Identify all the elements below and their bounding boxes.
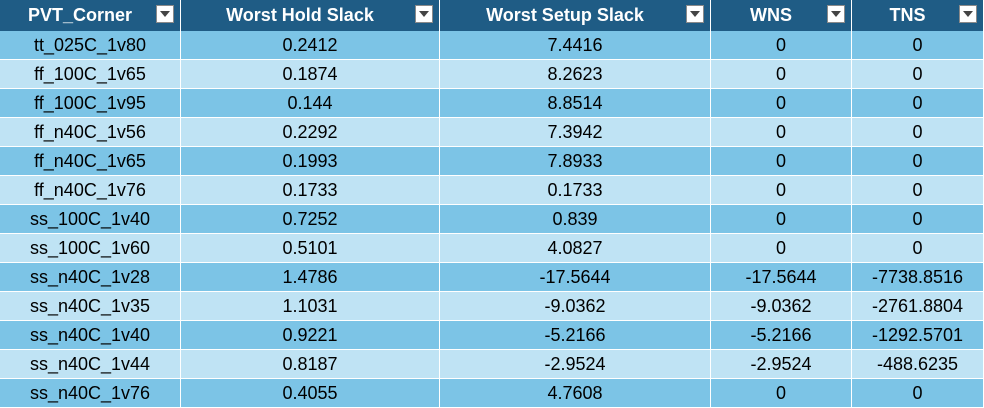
cell-worst-setup-slack[interactable]: 8.8514	[440, 89, 711, 118]
filter-dropdown-icon[interactable]	[415, 5, 433, 23]
cell-pvt-corner[interactable]: tt_025C_1v80	[0, 31, 181, 60]
cell-pvt-corner[interactable]: ff_n40C_1v65	[0, 147, 181, 176]
cell-worst-setup-slack[interactable]: -9.0362	[440, 292, 711, 321]
cell-tns[interactable]: -488.6235	[852, 350, 984, 379]
cell-pvt-corner[interactable]: ff_n40C_1v56	[0, 118, 181, 147]
cell-worst-hold-slack[interactable]: 0.1993	[181, 147, 440, 176]
cell-tns[interactable]: 0	[852, 176, 984, 205]
cell-tns[interactable]: -1292.5701	[852, 321, 984, 350]
cell-tns[interactable]: 0	[852, 234, 984, 263]
cell-wns[interactable]: -5.2166	[711, 321, 852, 350]
cell-wns[interactable]: 0	[711, 89, 852, 118]
cell-pvt-corner[interactable]: ss_n40C_1v40	[0, 321, 181, 350]
cell-wns[interactable]: 0	[711, 118, 852, 147]
cell-tns[interactable]: -7738.8516	[852, 263, 984, 292]
cell-worst-hold-slack[interactable]: 1.1031	[181, 292, 440, 321]
cell-pvt-corner[interactable]: ff_n40C_1v76	[0, 176, 181, 205]
cell-worst-setup-slack[interactable]: -5.2166	[440, 321, 711, 350]
column-header-label: TNS	[889, 5, 926, 25]
cell-wns[interactable]: 0	[711, 31, 852, 60]
filter-dropdown-icon[interactable]	[959, 5, 977, 23]
cell-wns[interactable]: 0	[711, 147, 852, 176]
cell-worst-hold-slack[interactable]: 0.4055	[181, 379, 440, 408]
filter-dropdown-icon[interactable]	[156, 5, 174, 23]
cell-worst-setup-slack[interactable]: 7.3942	[440, 118, 711, 147]
cell-wns[interactable]: 0	[711, 205, 852, 234]
cell-worst-hold-slack[interactable]: 0.5101	[181, 234, 440, 263]
column-header-label: WNS	[750, 5, 792, 25]
cell-worst-setup-slack[interactable]: -2.9524	[440, 350, 711, 379]
cell-pvt-corner[interactable]: ss_n40C_1v44	[0, 350, 181, 379]
cell-worst-setup-slack[interactable]: 0.839	[440, 205, 711, 234]
cell-worst-setup-slack[interactable]: 7.4416	[440, 31, 711, 60]
cell-worst-setup-slack[interactable]: -17.5644	[440, 263, 711, 292]
cell-wns[interactable]: 0	[711, 379, 852, 408]
column-header-label: Worst Hold Slack	[226, 5, 374, 25]
cell-wns[interactable]: 0	[711, 60, 852, 89]
cell-tns[interactable]: -2761.8804	[852, 292, 984, 321]
cell-worst-hold-slack[interactable]: 1.4786	[181, 263, 440, 292]
cell-worst-setup-slack[interactable]: 4.0827	[440, 234, 711, 263]
column-header-label: Worst Setup Slack	[486, 5, 644, 25]
cell-worst-hold-slack[interactable]: 0.2412	[181, 31, 440, 60]
column-header-worst-setup-slack[interactable]: Worst Setup Slack	[440, 0, 711, 31]
cell-worst-setup-slack[interactable]: 0.1733	[440, 176, 711, 205]
cell-pvt-corner[interactable]: ss_100C_1v60	[0, 234, 181, 263]
column-header-tns[interactable]: TNS	[852, 0, 984, 31]
cell-pvt-corner[interactable]: ff_100C_1v65	[0, 60, 181, 89]
cell-wns[interactable]: -17.5644	[711, 263, 852, 292]
cell-tns[interactable]: 0	[852, 147, 984, 176]
cell-wns[interactable]: 0	[711, 176, 852, 205]
cell-pvt-corner[interactable]: ff_100C_1v95	[0, 89, 181, 118]
cell-worst-hold-slack[interactable]: 0.1733	[181, 176, 440, 205]
cell-pvt-corner[interactable]: ss_n40C_1v35	[0, 292, 181, 321]
cell-worst-hold-slack[interactable]: 0.1874	[181, 60, 440, 89]
column-header-label: PVT_Corner	[27, 5, 133, 25]
cell-worst-hold-slack[interactable]: 0.7252	[181, 205, 440, 234]
cell-tns[interactable]: 0	[852, 31, 984, 60]
cell-wns[interactable]: 0	[711, 234, 852, 263]
cell-worst-hold-slack[interactable]: 0.9221	[181, 321, 440, 350]
filter-dropdown-icon[interactable]	[827, 5, 845, 23]
cell-tns[interactable]: 0	[852, 379, 984, 408]
column-header-wns[interactable]: WNS	[711, 0, 852, 31]
cell-worst-setup-slack[interactable]: 8.2623	[440, 60, 711, 89]
cell-tns[interactable]: 0	[852, 118, 984, 147]
cell-worst-hold-slack[interactable]: 0.8187	[181, 350, 440, 379]
cell-pvt-corner[interactable]: ss_n40C_1v28	[0, 263, 181, 292]
cell-worst-hold-slack[interactable]: 0.144	[181, 89, 440, 118]
cell-wns[interactable]: -9.0362	[711, 292, 852, 321]
filter-dropdown-icon[interactable]	[686, 5, 704, 23]
cell-pvt-corner[interactable]: ss_100C_1v40	[0, 205, 181, 234]
cell-worst-setup-slack[interactable]: 7.8933	[440, 147, 711, 176]
cell-wns[interactable]: -2.9524	[711, 350, 852, 379]
column-header-worst-hold-slack[interactable]: Worst Hold Slack	[181, 0, 440, 31]
cell-pvt-corner[interactable]: ss_n40C_1v76	[0, 379, 181, 408]
cell-worst-hold-slack[interactable]: 0.2292	[181, 118, 440, 147]
cell-tns[interactable]: 0	[852, 205, 984, 234]
cell-worst-setup-slack[interactable]: 4.7608	[440, 379, 711, 408]
column-header-pvt-corner[interactable]: PVT_Corner	[0, 0, 181, 31]
cell-tns[interactable]: 0	[852, 60, 984, 89]
cell-tns[interactable]: 0	[852, 89, 984, 118]
